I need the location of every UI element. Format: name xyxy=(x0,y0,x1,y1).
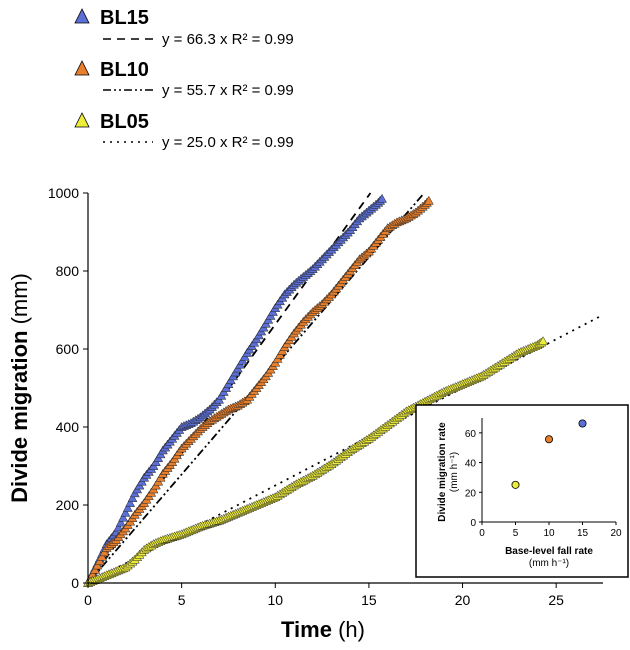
y-tick-label: 400 xyxy=(56,419,80,435)
legend-label-bl10: BL10 xyxy=(100,59,149,81)
data-point-bl10 xyxy=(92,560,103,570)
x-axis-title-unit: (h) xyxy=(338,617,365,642)
legend-marker-bl10 xyxy=(74,60,90,76)
y-axis-title-main: Divide migration xyxy=(7,331,32,503)
y-tick-label: 200 xyxy=(56,497,80,513)
data-point-bl15 xyxy=(113,522,124,532)
inset-y-axis-title-main: Divide migration rate xyxy=(437,422,448,522)
inset-y-tick-label: 0 xyxy=(470,518,476,529)
data-point-bl10 xyxy=(99,547,110,557)
data-point-bl15 xyxy=(377,193,387,203)
x-tick-label: 15 xyxy=(361,592,377,608)
legend-entry-bl15: BL15 y = 66.3 x R² = 0.99 xyxy=(74,7,294,48)
inset-x-axis-title: Base-level fall rate (mm h⁻¹) xyxy=(505,546,593,569)
inset-x-tick-label: 15 xyxy=(577,528,589,539)
y-tick-label: 1000 xyxy=(48,185,79,201)
x-tick-label: 10 xyxy=(267,592,283,608)
data-point-bl05 xyxy=(538,336,548,346)
legend-fit-bl15: y = 66.3 x R² = 0.99 xyxy=(162,31,294,48)
x-tick-label: 25 xyxy=(548,592,564,608)
legend-entry-bl10: BL10 y = 55.7 x R² = 0.99 xyxy=(74,59,294,99)
data-point-bl15 xyxy=(125,498,136,507)
legend: BL15 y = 66.3 x R² = 0.99 BL10 y = 55.7 … xyxy=(74,7,294,151)
inset-data-point xyxy=(511,480,520,489)
inset-y-axis-title-unit: (mm h⁻¹) xyxy=(449,452,460,492)
inset-x-tick-label: 20 xyxy=(610,528,622,539)
y-tick-label: 800 xyxy=(56,263,80,279)
inset-x-tick-label: 0 xyxy=(479,528,485,539)
inset-y-tick-label: 40 xyxy=(465,459,477,470)
data-point-bl15 xyxy=(115,517,126,527)
inset-frame xyxy=(415,404,629,578)
inset-y-axis-title: Divide migration rate(mm h⁻¹) xyxy=(437,422,460,522)
fit-line-bl15 xyxy=(87,192,372,584)
legend-marker-bl15 xyxy=(74,8,90,24)
x-axis-title-main: Time xyxy=(281,617,332,642)
y-axis-title-unit: (mm) xyxy=(7,273,32,324)
y-tick-label: 0 xyxy=(71,575,79,591)
inset-data-point xyxy=(578,419,587,428)
inset-x-tick-label: 5 xyxy=(513,528,519,539)
legend-marker-bl05 xyxy=(74,112,90,128)
data-point-bl10 xyxy=(90,564,100,574)
data-point-bl10 xyxy=(423,195,434,205)
inset-x-axis-title-main: Base-level fall rate xyxy=(505,546,593,557)
x-tick-label: 0 xyxy=(84,592,92,608)
inset-y-tick-label: 60 xyxy=(465,429,477,440)
inset-x-tick-label: 10 xyxy=(543,528,555,539)
x-tick-label: 5 xyxy=(178,592,186,608)
inset-y-tick-label: 20 xyxy=(465,488,477,499)
data-point-bl15 xyxy=(118,512,129,522)
inset-ticks: 0 5 10 15 20 0 20 40 60 xyxy=(465,429,622,539)
legend-label-bl05: BL05 xyxy=(100,111,149,133)
x-axis-title: Time (h) xyxy=(281,617,365,642)
data-point-bl15 xyxy=(120,507,131,517)
legend-entry-bl05: BL05 y = 25.0 x R² = 0.99 xyxy=(74,111,294,151)
legend-fit-bl05: y = 25.0 x R² = 0.99 xyxy=(162,134,294,151)
data-point-bl15 xyxy=(127,493,138,503)
inset-x-axis-title-unit: (mm h⁻¹) xyxy=(529,558,569,569)
legend-label-bl15: BL15 xyxy=(100,7,149,29)
inset-data-point xyxy=(545,435,554,444)
y-axis-title: Divide migration (mm) xyxy=(7,273,32,503)
main-marks xyxy=(83,192,604,587)
series-bl10 xyxy=(83,195,434,587)
legend-fit-bl10: y = 55.7 x R² = 0.99 xyxy=(162,82,294,99)
data-point-bl10 xyxy=(97,551,107,561)
series-bl05 xyxy=(83,336,548,587)
x-tick-label: 20 xyxy=(455,592,471,608)
data-point-bl10 xyxy=(94,556,105,565)
inset-marks xyxy=(511,419,587,489)
y-tick-label: 600 xyxy=(56,341,80,357)
data-point-bl15 xyxy=(122,502,133,512)
